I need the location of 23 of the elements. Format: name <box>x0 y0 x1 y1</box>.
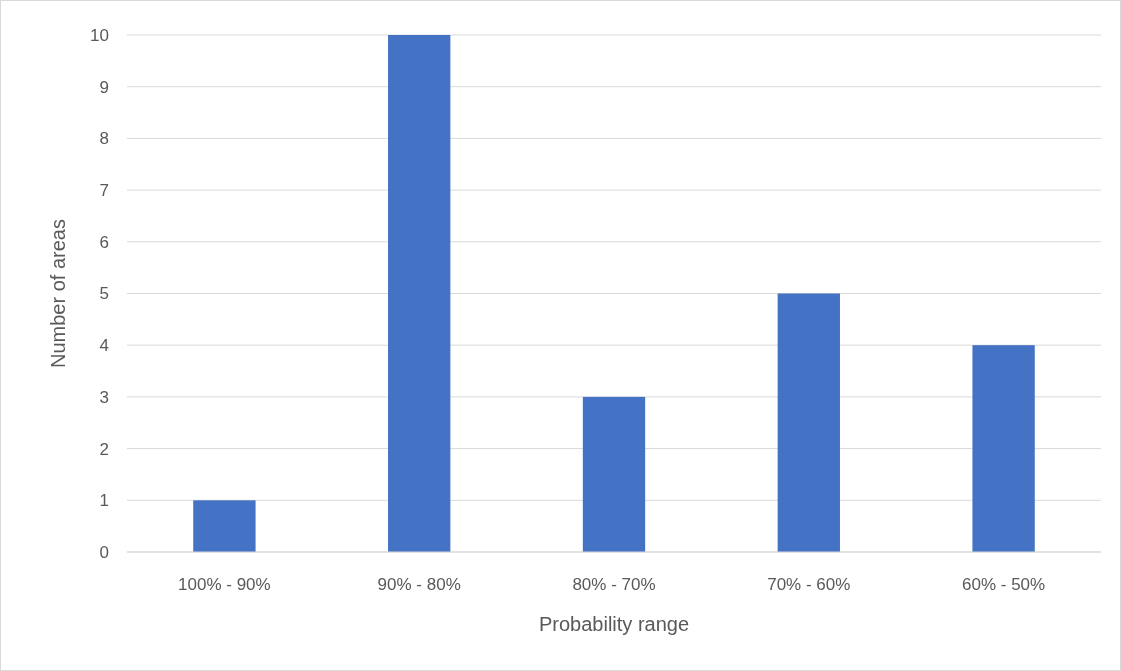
bar <box>777 293 840 552</box>
bar <box>582 396 646 552</box>
y-tick-label: 10 <box>90 25 109 45</box>
y-tick-label: 5 <box>99 284 109 304</box>
x-tick-label: 100% - 90% <box>178 575 271 594</box>
y-tick-label: 6 <box>99 232 109 252</box>
y-tick-label: 7 <box>99 181 109 201</box>
bar <box>972 345 1035 552</box>
x-tick-label: 80% - 70% <box>572 575 656 594</box>
y-tick-label: 8 <box>99 129 109 149</box>
y-tick-label: 0 <box>99 542 109 562</box>
y-tick-label: 3 <box>99 387 109 407</box>
y-tick-label: 1 <box>99 491 109 511</box>
y-tick-label: 9 <box>99 77 109 97</box>
bar <box>388 35 451 552</box>
x-axis-title: Probability range <box>538 613 690 635</box>
y-axis-title: Number of areas <box>47 219 69 368</box>
y-tick-label: 2 <box>99 439 109 459</box>
x-tick-label: 60% - 50% <box>962 575 1046 594</box>
x-tick-label: 90% - 80% <box>377 575 461 594</box>
bar <box>193 500 256 552</box>
x-tick-label: 70% - 60% <box>767 575 851 594</box>
y-tick-label: 4 <box>99 336 109 356</box>
